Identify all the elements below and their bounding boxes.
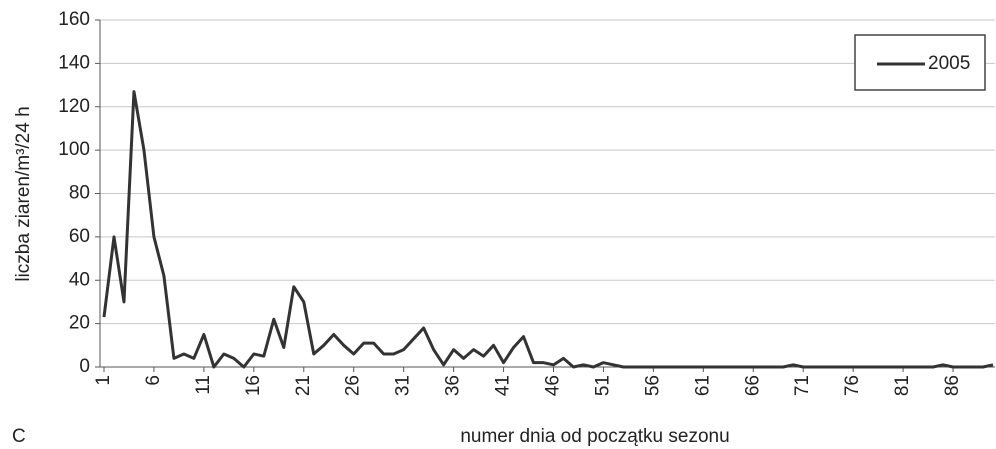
y-tick-label: 60 xyxy=(69,226,90,247)
legend-label: 2005 xyxy=(928,53,970,74)
x-tick-label: 41 xyxy=(493,375,514,396)
y-tick-label: 20 xyxy=(69,313,90,334)
x-tick-label: 16 xyxy=(243,375,264,396)
x-axis-title: numer dnia od początku sezonu xyxy=(460,426,729,447)
y-tick-label: 40 xyxy=(69,269,90,290)
x-tick-label: 76 xyxy=(842,375,863,396)
y-tick-label: 80 xyxy=(69,183,90,204)
x-tick-label: 31 xyxy=(393,375,414,396)
panel-label: C xyxy=(12,426,26,447)
x-tick-label: 56 xyxy=(642,375,663,396)
x-tick-label: 81 xyxy=(892,375,913,396)
x-tick-label: 46 xyxy=(543,375,564,396)
data-line xyxy=(102,90,994,369)
x-tick-label: 6 xyxy=(143,375,164,386)
y-tick-label: 120 xyxy=(58,96,90,117)
y-tick-label: 100 xyxy=(58,139,90,160)
x-tick-label: 61 xyxy=(692,375,713,396)
x-tick-label: 36 xyxy=(443,375,464,396)
x-tick-label: 66 xyxy=(742,375,763,396)
y-tick-label: 160 xyxy=(58,9,90,30)
x-tick-label: 1 xyxy=(93,375,114,386)
x-tick-label: 26 xyxy=(343,375,364,396)
x-tick-label: 86 xyxy=(942,375,963,396)
y-axis-title: liczba ziaren/m³/24 h xyxy=(13,106,34,281)
x-tick-label: 71 xyxy=(792,375,813,396)
x-tick-label: 11 xyxy=(193,375,214,395)
y-tick-label: 0 xyxy=(79,356,90,377)
y-tick-label: 140 xyxy=(58,52,90,73)
x-tick-label: 21 xyxy=(293,375,314,396)
x-tick-label: 51 xyxy=(592,375,613,396)
